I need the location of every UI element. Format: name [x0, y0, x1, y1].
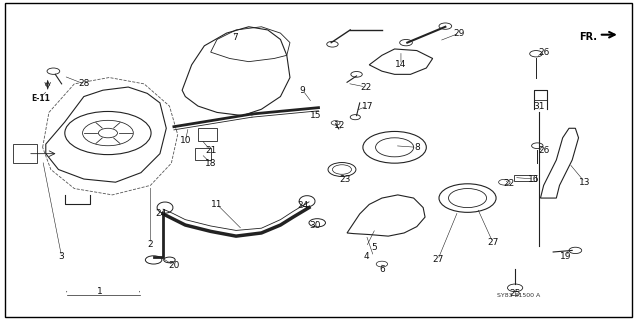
Bar — [514, 175, 536, 180]
Text: 8: 8 — [414, 143, 420, 152]
Text: 13: 13 — [579, 178, 590, 187]
Text: 3: 3 — [59, 252, 64, 261]
Text: SY83 E1500 A: SY83 E1500 A — [497, 293, 540, 298]
Text: 31: 31 — [533, 101, 545, 111]
Text: 21: 21 — [205, 146, 217, 155]
Text: 7: 7 — [232, 33, 238, 42]
Text: 22: 22 — [361, 83, 372, 92]
Text: 11: 11 — [211, 200, 223, 209]
Text: 26: 26 — [538, 146, 549, 155]
Text: 5: 5 — [371, 243, 376, 252]
Text: 10: 10 — [180, 136, 191, 146]
Text: 1: 1 — [97, 287, 103, 296]
Text: FR.: FR. — [580, 32, 598, 42]
Text: 23: 23 — [340, 174, 351, 184]
Text: 2: 2 — [148, 240, 154, 249]
Text: 29: 29 — [454, 28, 465, 38]
Text: 6: 6 — [379, 265, 385, 274]
Text: 27: 27 — [432, 255, 443, 264]
Text: 12: 12 — [334, 121, 345, 130]
Text: 14: 14 — [396, 60, 406, 69]
Text: 17: 17 — [362, 101, 373, 111]
Text: 24: 24 — [297, 202, 308, 211]
Text: 20: 20 — [168, 261, 180, 270]
Text: 27: 27 — [487, 238, 499, 247]
Bar — [198, 128, 217, 141]
Text: 24: 24 — [155, 209, 167, 219]
Text: 18: 18 — [205, 159, 217, 168]
Text: E-11: E-11 — [31, 94, 50, 103]
Text: 19: 19 — [560, 252, 571, 261]
Bar — [13, 144, 37, 163]
Bar — [195, 148, 211, 160]
Text: 15: 15 — [310, 111, 321, 120]
Text: 28: 28 — [78, 79, 90, 88]
Text: 16: 16 — [528, 174, 540, 184]
Text: 9: 9 — [300, 86, 306, 95]
Text: 26: 26 — [538, 48, 549, 57]
Text: 4: 4 — [363, 252, 369, 261]
Text: 22: 22 — [503, 179, 515, 188]
Text: 30: 30 — [310, 220, 321, 229]
Text: 25: 25 — [510, 289, 521, 298]
